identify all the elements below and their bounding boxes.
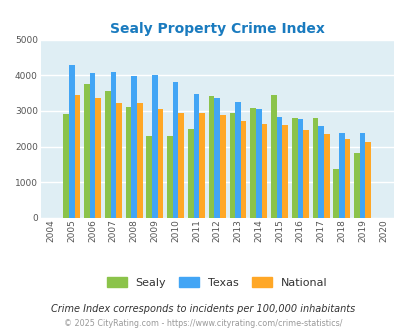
Bar (146, 136, 152, 218)
Bar (167, 136, 173, 218)
Bar (303, 130, 308, 218)
Title: Sealy Property Crime Index: Sealy Property Crime Index (109, 22, 324, 36)
Bar (84, 84, 90, 218)
Bar (199, 113, 205, 218)
Bar (323, 134, 329, 218)
Bar (291, 118, 297, 218)
Bar (95, 98, 101, 218)
Bar (354, 152, 359, 218)
Bar (188, 129, 193, 218)
Bar (178, 113, 183, 218)
Legend: Sealy, Texas, National: Sealy, Texas, National (106, 277, 327, 287)
Text: © 2025 CityRating.com - https://www.cityrating.com/crime-statistics/: © 2025 CityRating.com - https://www.city… (64, 319, 341, 328)
Bar (234, 102, 240, 218)
Bar (344, 139, 350, 218)
Bar (261, 124, 266, 218)
Bar (297, 119, 303, 218)
Bar (116, 103, 121, 218)
Bar (240, 120, 246, 218)
Bar (104, 91, 110, 218)
Bar (333, 169, 338, 218)
Bar (69, 65, 75, 218)
Text: Crime Index corresponds to incidents per 100,000 inhabitants: Crime Index corresponds to incidents per… (51, 304, 354, 314)
Bar (214, 98, 220, 218)
Bar (110, 72, 116, 218)
Bar (255, 110, 261, 218)
Bar (338, 133, 344, 218)
Bar (359, 133, 364, 218)
Bar (63, 115, 69, 218)
Bar (136, 103, 142, 218)
Bar (152, 75, 157, 218)
Bar (276, 117, 281, 218)
Bar (220, 115, 225, 218)
Bar (193, 94, 199, 218)
Bar (90, 73, 95, 218)
Bar (364, 142, 370, 218)
Bar (318, 126, 323, 218)
Bar (208, 96, 214, 218)
Bar (229, 114, 234, 218)
Bar (250, 108, 255, 218)
Bar (271, 95, 276, 218)
Bar (157, 109, 163, 218)
Bar (131, 76, 136, 218)
Bar (75, 95, 80, 218)
Bar (126, 107, 131, 218)
Bar (281, 125, 287, 218)
Bar (173, 82, 178, 218)
Bar (312, 118, 318, 218)
